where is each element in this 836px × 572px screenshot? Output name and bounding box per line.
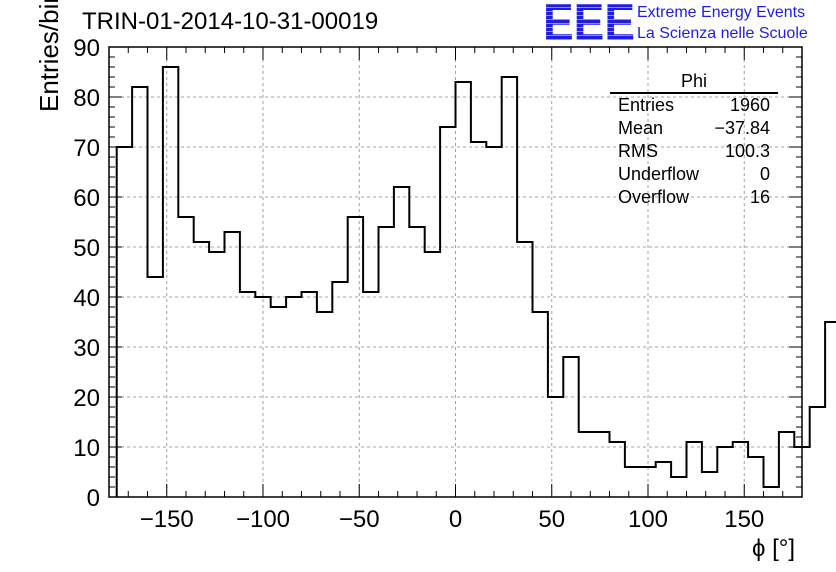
histogram-bin (471, 142, 486, 497)
y-tick-label: 60 (73, 185, 100, 212)
histogram-bin (271, 307, 286, 497)
histogram-bin (302, 292, 317, 497)
histogram-bin (687, 442, 702, 497)
y-tick-label: 70 (73, 135, 100, 162)
x-tick-label: 100 (628, 506, 668, 533)
histogram-bin (594, 432, 609, 497)
stats-value: 100.3 (724, 141, 770, 161)
histogram-bin (502, 77, 517, 497)
logo-line-1: Extreme Energy Events (637, 4, 806, 21)
stats-row: Overflow 16 (610, 186, 778, 209)
histogram-bin (132, 87, 147, 497)
x-tick-label: 50 (538, 506, 565, 533)
stats-label: RMS (618, 141, 658, 161)
stats-value: −37.84 (714, 118, 770, 138)
histogram-bin (579, 432, 594, 497)
histogram-bin (533, 312, 548, 497)
histogram-bin (209, 252, 224, 497)
stats-value: 1960 (729, 95, 770, 115)
eee-logo-text: EEE (543, 0, 635, 44)
histogram-bin (440, 127, 455, 497)
x-tick-label: −50 (339, 506, 380, 533)
histogram-bin (764, 487, 779, 497)
histogram-bin (625, 467, 640, 497)
histogram-bin (656, 462, 671, 497)
histogram-bin (225, 232, 240, 497)
stats-label: Mean (618, 118, 664, 138)
histogram-bin (194, 242, 209, 497)
histogram-bin (810, 407, 825, 497)
histogram-bin (409, 227, 424, 497)
histogram-bin (733, 442, 748, 497)
histogram-bin (363, 292, 378, 497)
stats-label: Entries (618, 95, 675, 115)
histogram-bin (240, 292, 255, 497)
histogram-bin (332, 282, 347, 497)
y-tick-label: 90 (73, 35, 100, 62)
stats-value: 0 (759, 164, 770, 184)
histogram-bin (486, 147, 501, 497)
stats-row: RMS 100.3 (610, 140, 778, 163)
y-axis-label: Entries/bin (34, 0, 64, 112)
histogram-bin (456, 82, 471, 497)
y-tick-label: 30 (73, 335, 100, 362)
stats-label: Underflow (618, 164, 700, 184)
histogram-bin (163, 67, 178, 497)
histogram-bin (117, 147, 132, 497)
histogram-bin (394, 187, 409, 497)
y-tick-label: 80 (73, 85, 100, 112)
x-tick-label: 0 (449, 506, 462, 533)
x-tick-label: −100 (236, 506, 290, 533)
eee-logo-mark: EEE (543, 0, 635, 44)
chart-title: TRIN-01-2014-10-31-00019 (82, 8, 379, 35)
histogram-bin (748, 457, 763, 497)
histogram-bin (610, 442, 625, 497)
histogram-bin (286, 297, 301, 497)
histogram-bin (671, 477, 686, 497)
stats-row: Mean −37.84 (610, 117, 778, 140)
stats-row: Entries 1960 (610, 94, 778, 117)
y-tick-label: 0 (87, 485, 100, 512)
x-tick-label: −150 (140, 506, 194, 533)
histogram-bin (178, 217, 193, 497)
histogram-bin (702, 472, 717, 497)
y-tick-label: 10 (73, 435, 100, 462)
histogram-bin (348, 217, 363, 497)
stats-label: Overflow (618, 187, 690, 207)
x-axis-label: ϕ [°] (752, 535, 796, 562)
histogram-bin (825, 322, 836, 497)
histogram-bin (517, 242, 532, 497)
histogram-bin (425, 252, 440, 497)
histogram-bin (148, 277, 163, 497)
y-tick-label: 50 (73, 235, 100, 262)
stats-row: Underflow 0 (610, 163, 778, 186)
logo-line-2: La Scienza nelle Scuole (637, 25, 808, 42)
histogram-bin (317, 312, 332, 497)
stats-box: Phi Entries 1960 Mean −37.84 RMS 100.3 U… (610, 70, 778, 209)
y-tick-label: 40 (73, 285, 100, 312)
x-tick-label: 150 (724, 506, 764, 533)
histogram-steps (115, 66, 836, 497)
stats-value: 16 (749, 187, 770, 207)
histogram-bin (717, 447, 732, 497)
histogram-bin (779, 432, 794, 497)
y-tick-label: 20 (73, 385, 100, 412)
histogram-bin (379, 227, 394, 497)
stats-title: Phi (610, 70, 778, 94)
histogram-bin (563, 357, 578, 497)
